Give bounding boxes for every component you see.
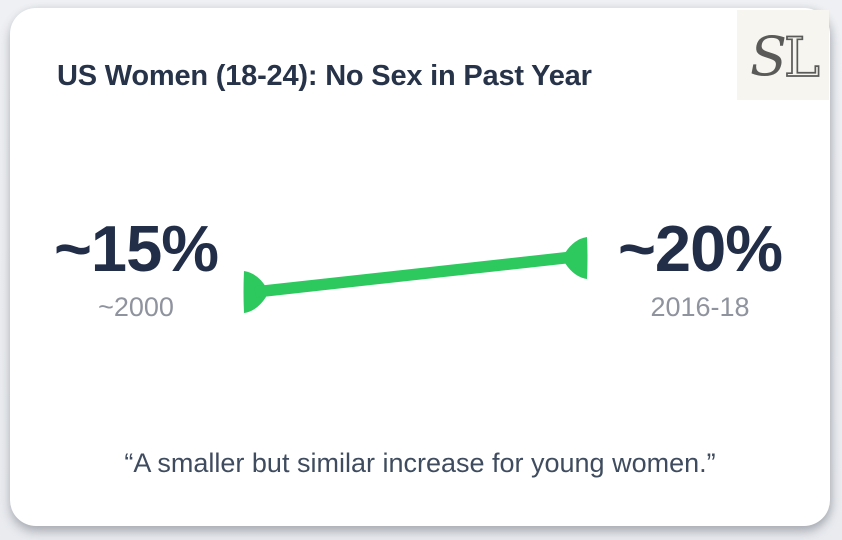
trend-line-start-cap xyxy=(243,271,266,313)
slope-start-point: ~15% ~2000 xyxy=(26,212,246,323)
slope-end-point: ~20% 2016-18 xyxy=(590,212,810,323)
logo-letter-s: S xyxy=(750,25,787,88)
start-period-label: ~2000 xyxy=(98,292,174,322)
start-value: ~15% xyxy=(53,212,219,285)
sl-logo-monogram: S L xyxy=(750,25,821,90)
end-period-label: 2016-18 xyxy=(650,292,750,322)
trend-line xyxy=(243,237,588,313)
page-title: US Women (18-24): No Sex in Past Year xyxy=(57,60,592,92)
trend-line-end-cap xyxy=(565,237,588,279)
infographic-card: US Women (18-24): No Sex in Past Year S … xyxy=(10,8,830,526)
quote-text: “A smaller but similar increase for youn… xyxy=(124,448,716,478)
trend-line-shaft xyxy=(254,251,574,298)
end-value: ~20% xyxy=(617,212,783,285)
sl-logo: S L xyxy=(737,10,829,100)
logo-letter-l: L xyxy=(784,26,820,89)
